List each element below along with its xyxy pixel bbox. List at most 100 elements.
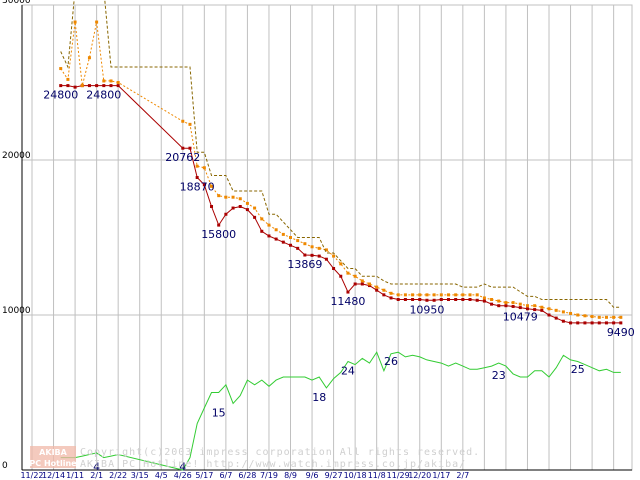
data-point [109, 79, 113, 83]
data-point [411, 293, 415, 297]
data-point [375, 288, 379, 292]
data-point [109, 84, 113, 88]
data-point [66, 77, 70, 81]
x-tick-label: 12/20 [408, 471, 431, 480]
data-label: 9490 [607, 326, 635, 339]
data-point [425, 293, 429, 297]
data-point [87, 84, 91, 88]
x-tick-label: 4/26 [174, 471, 192, 480]
data-point [583, 314, 587, 318]
data-label: 10479 [503, 311, 538, 324]
data-point [461, 293, 465, 297]
data-point [525, 307, 529, 311]
data-point [389, 291, 393, 295]
x-tick-label: 10/18 [344, 471, 367, 480]
data-point [604, 321, 608, 325]
series-avg-price [59, 20, 623, 319]
data-point [382, 293, 386, 297]
data-point [590, 315, 594, 319]
data-point [296, 239, 300, 243]
data-point [181, 146, 185, 150]
data-point [490, 298, 494, 301]
data-point [561, 319, 565, 323]
logo-bottom-text: PC Hotline [29, 459, 77, 468]
data-label: 23 [492, 369, 506, 382]
data-point [202, 166, 206, 170]
series-line [60, 351, 621, 471]
data-point [202, 183, 206, 187]
data-point [217, 194, 221, 198]
data-point [583, 321, 587, 325]
data-point [475, 293, 479, 297]
data-point [554, 316, 558, 320]
data-point [116, 84, 120, 88]
data-point [511, 301, 515, 305]
data-point [403, 298, 407, 301]
x-tick-label: 1/11 [66, 471, 84, 480]
data-point [525, 304, 529, 308]
data-point [612, 321, 616, 325]
data-point [461, 298, 465, 301]
data-point [533, 308, 537, 312]
data-point [80, 84, 84, 88]
data-point [504, 304, 508, 308]
data-point [253, 206, 257, 210]
data-point [274, 228, 278, 232]
data-point [396, 293, 400, 297]
data-label: 24800 [86, 89, 121, 102]
x-tick-label: 11/8 [368, 471, 386, 480]
data-point [518, 306, 522, 310]
x-tick-label: 11/29 [387, 471, 410, 480]
data-point [102, 79, 106, 83]
data-point [102, 84, 106, 88]
data-point [367, 284, 371, 288]
data-point [569, 311, 573, 315]
data-point [324, 248, 328, 252]
data-point [403, 293, 407, 297]
data-point [612, 315, 616, 319]
x-tick-label: 5/17 [195, 471, 213, 480]
data-point [332, 267, 336, 270]
data-label: 15800 [201, 228, 236, 241]
data-label: 13869 [287, 258, 322, 271]
data-point [425, 298, 429, 302]
data-label: 20762 [165, 151, 200, 164]
x-tick-label: 6/7 [219, 471, 232, 480]
data-point [303, 242, 307, 246]
data-point [195, 176, 199, 180]
y-tick-label: 10000 [2, 306, 31, 316]
series-line [60, 85, 621, 324]
data-point [116, 81, 120, 84]
data-point [87, 56, 91, 60]
data-point [619, 315, 623, 319]
data-point [188, 122, 192, 126]
x-tick-label: 4/5 [155, 471, 168, 480]
data-point [561, 310, 565, 314]
data-point [238, 197, 242, 201]
data-point [497, 299, 501, 303]
data-point [375, 285, 379, 289]
data-point [439, 298, 443, 301]
data-point [360, 279, 364, 283]
data-point [432, 298, 436, 302]
data-label: 15 [212, 406, 226, 419]
y-tick-label: 30000 [2, 0, 31, 6]
x-tick-label: 11/22 [20, 471, 43, 480]
x-tick-label: 9/27 [325, 471, 343, 480]
data-point [303, 253, 307, 257]
x-tick-label: 2/22 [109, 471, 127, 480]
data-point [95, 84, 99, 88]
data-point [597, 321, 601, 325]
data-point [576, 313, 580, 317]
data-point [547, 313, 551, 317]
data-point [597, 315, 601, 319]
x-tick-label: 7/19 [260, 471, 278, 480]
data-point [231, 195, 235, 199]
data-point [418, 293, 422, 297]
data-point [540, 308, 544, 312]
data-point [231, 206, 235, 210]
data-point [590, 321, 594, 325]
data-point [475, 298, 479, 302]
akiba-logo [30, 446, 76, 468]
series-min-price [59, 84, 623, 325]
